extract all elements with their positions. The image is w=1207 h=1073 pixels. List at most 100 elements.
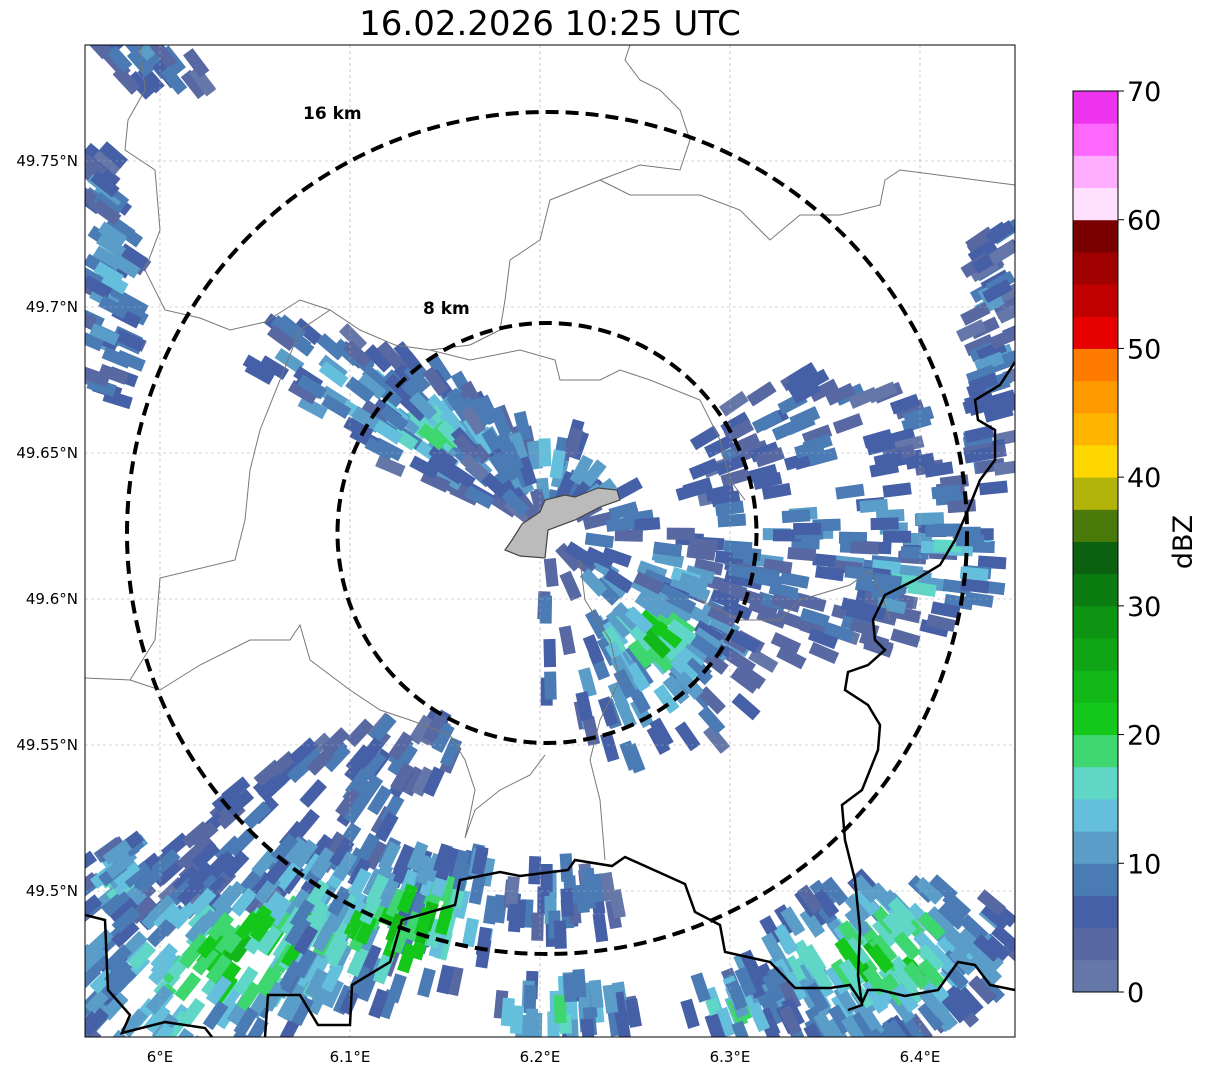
lat-tick-label: 49.55°N [16,736,78,754]
echo-cell [205,975,232,1006]
echo-cell [584,546,615,570]
echo-cell [428,443,458,471]
echo-cell [346,946,369,978]
echo-cell [559,570,582,602]
echo-cell [634,591,665,618]
colorbar-band [1073,863,1118,896]
colorbar-tick-label: 60 [1127,206,1161,237]
echo-cell [746,381,777,407]
echo-cell [236,981,262,1012]
echo-cell [207,850,236,879]
echo-cell [553,920,567,949]
map-frame [84,44,1016,1038]
colorbar-band [1073,155,1118,189]
echo-cell [85,894,103,922]
echo-cell [104,45,133,73]
echo-cell [422,766,446,797]
lon-tick-label: 6.3°E [710,1048,751,1066]
echo-cell [422,366,449,397]
echo-cell [781,997,805,1028]
echo-cell [980,903,1010,931]
echo-cell [821,876,849,907]
echo-cell [823,621,855,643]
echo-cell [249,912,276,943]
echo-cell [965,226,996,253]
echo-cell [619,740,641,771]
echo-cell [754,446,785,468]
echo-cell [343,794,370,825]
echo-cell [688,538,718,553]
echo-cell [101,346,133,369]
echo-cell [851,874,880,904]
echo-cell [835,483,865,500]
echo-cell [167,1027,195,1037]
colorbar-band [1073,670,1118,703]
lon-tick-label: 6.2°E [520,1048,561,1066]
echo-cell [183,48,210,78]
echo-cell [859,498,889,513]
echo-cell [406,841,429,872]
echo-cell [770,593,802,613]
echo-cell [179,997,206,1028]
echo-cell [435,850,455,881]
echo-cell [103,958,133,988]
echo-cell [150,45,178,70]
echo-cell [761,482,792,500]
echo-cell [85,1013,86,1037]
echo-cell [468,397,493,428]
echo-cell [870,517,899,531]
echo-cell [917,958,945,988]
echo-cell [862,983,889,1014]
echo-cell [998,393,1015,413]
echo-cell [355,832,380,864]
echo-cell [397,943,418,974]
echo-cell [367,785,393,816]
echo-cell [85,366,111,387]
echo-cell [324,929,348,960]
echo-cell [274,347,305,374]
echo-cell [386,973,407,1004]
echo-cell [579,568,608,597]
echo-cell [989,327,1015,350]
echo-cell [439,736,463,768]
echo-cell [734,966,757,997]
echo-cell [91,199,122,226]
echo-cell [814,565,845,582]
echo-cell [375,455,406,478]
echo-cell [883,530,912,543]
echo-cell [601,625,627,656]
airport-area [504,487,621,559]
echo-cell [55,994,83,1022]
echo-cell [387,745,413,777]
echo-cell [459,453,489,482]
echo-cell [321,978,344,1009]
echo-cell [770,632,802,655]
echo-cell [212,923,239,954]
echo-cell [221,850,250,879]
echo-cell [100,991,129,1021]
echo-cell [309,846,336,877]
echo-cell [205,954,233,984]
range-ring-8km [335,321,759,745]
echo-cell [409,455,440,480]
echo-cell [915,512,945,526]
echo-cell [931,484,961,500]
colorbar-band [1073,187,1118,221]
echo-cell [918,987,946,1018]
echo-cell [649,717,674,748]
echo-cell [889,393,921,415]
echo-cell [703,724,731,754]
echo-cell [110,253,141,279]
echo-cell [312,921,337,953]
echo-cell [652,541,683,558]
echo-cell [256,925,283,956]
echo-cell [384,373,414,402]
echo-cell [889,908,917,938]
echo-cell [354,914,378,945]
echo-cell [799,368,830,394]
echo-cell [280,991,305,1022]
echo-cell [297,395,328,420]
echo-cell [417,423,447,451]
echo-cell [540,864,553,893]
echo-cell [555,542,583,572]
